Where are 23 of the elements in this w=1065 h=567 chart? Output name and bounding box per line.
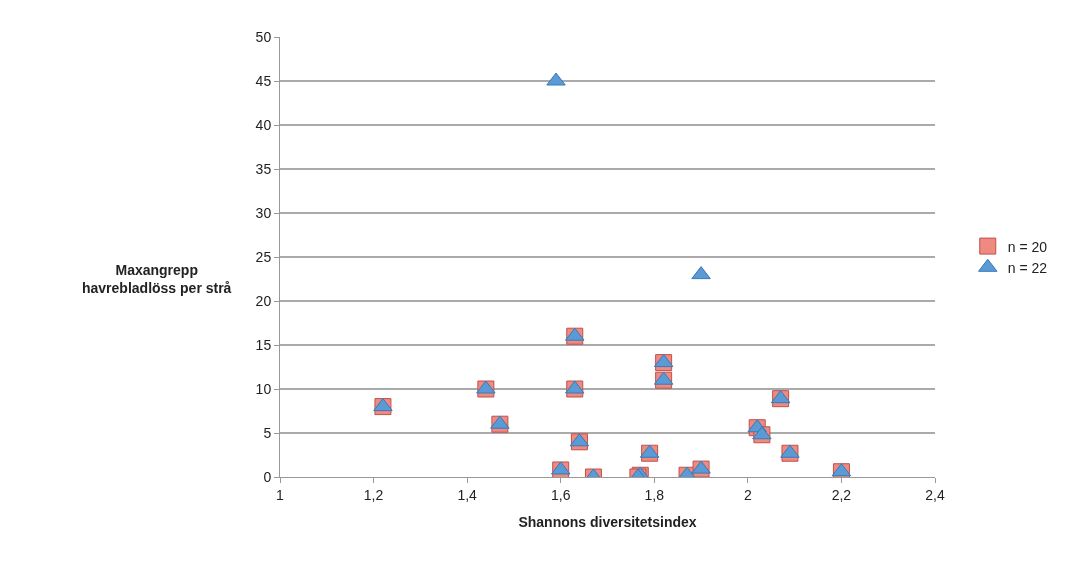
x-axis-title: Shannons diversitetsindex <box>518 514 697 531</box>
y-tick-label: 25 <box>255 248 272 265</box>
y-axis-title: Maxangrepp havrebladlöss per strå <box>82 262 232 297</box>
y-tick-label: 40 <box>255 116 272 133</box>
x-tick-label: 1,2 <box>363 486 384 503</box>
y-tick-label: 20 <box>255 292 272 309</box>
y-tick-label: 50 <box>255 28 272 45</box>
y-tick-label: 0 <box>263 468 272 485</box>
x-tick-label: 1 <box>276 486 285 503</box>
x-tick-label: 2,2 <box>831 486 852 503</box>
x-tick-label: 2 <box>743 486 752 503</box>
x-tick-label: 1,6 <box>550 486 571 503</box>
y-tick-label: 45 <box>255 72 272 89</box>
y-tick-label: 30 <box>255 204 272 221</box>
y-tick-label: 10 <box>255 380 272 397</box>
y-tick-label: 35 <box>255 160 272 177</box>
x-tick-label: 2,4 <box>925 486 945 503</box>
y-tick-label: 5 <box>263 424 272 441</box>
x-tick-label: 1,4 <box>457 486 478 503</box>
legend-label: n = 22 <box>1007 259 1048 276</box>
legend-label: n = 20 <box>1007 238 1048 255</box>
y-tick-label: 15 <box>255 336 272 353</box>
x-tick-label: 1,8 <box>644 486 665 503</box>
